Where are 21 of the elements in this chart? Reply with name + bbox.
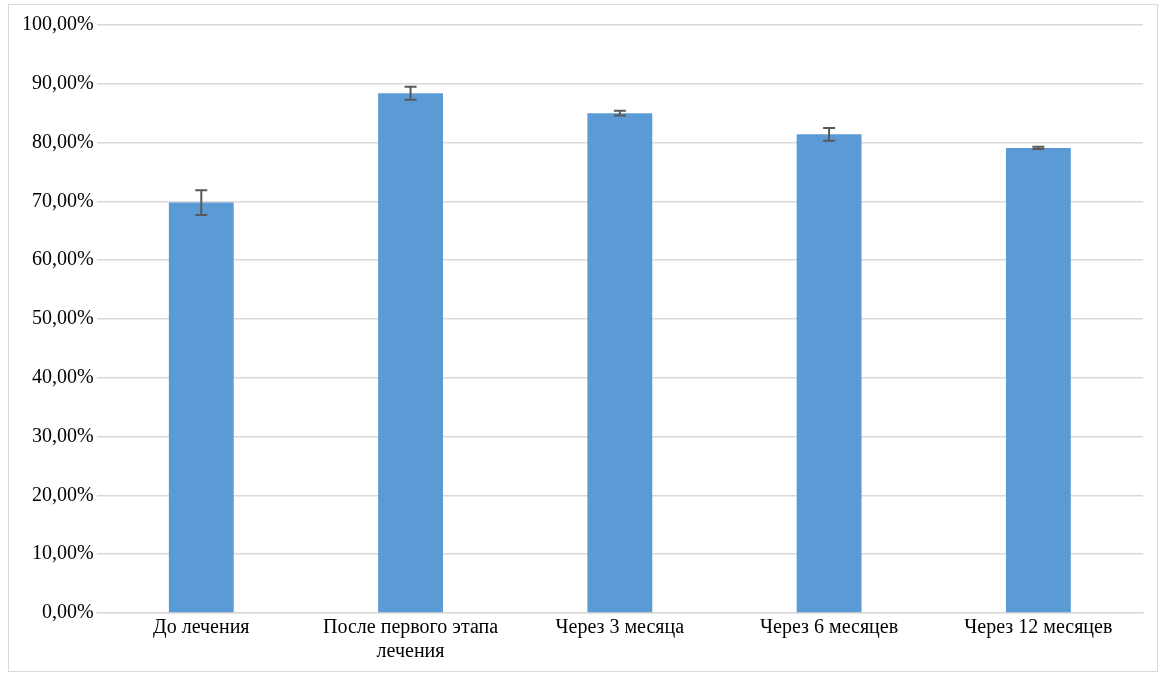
x-tick-label: Через 6 месяцев <box>760 615 899 639</box>
y-tick-label: 90,00% <box>31 71 94 94</box>
y-tick-label: 10,00% <box>31 541 94 564</box>
bar <box>378 93 443 613</box>
y-tick-label: 70,00% <box>31 188 94 211</box>
y-tick-label: 40,00% <box>31 365 94 388</box>
y-tick-label: 50,00% <box>31 306 94 329</box>
x-tick-label: После первого этапа лечения <box>323 615 499 662</box>
y-tick-label: 80,00% <box>31 129 94 152</box>
y-tick-label: 60,00% <box>31 247 94 270</box>
x-tick-label: До лечения <box>153 615 250 639</box>
y-tick-label: 20,00% <box>31 482 94 505</box>
y-tick-label: 30,00% <box>31 423 94 446</box>
y-tick-label: 0,00% <box>41 600 94 623</box>
y-tick-label: 100,00% <box>21 12 94 35</box>
bar <box>168 202 234 613</box>
bar <box>587 113 653 613</box>
x-tick-label: Через 12 месяцев <box>964 615 1113 639</box>
bar <box>796 134 862 613</box>
bar <box>1005 147 1071 613</box>
x-tick-label: Через 3 месяца <box>555 615 685 639</box>
